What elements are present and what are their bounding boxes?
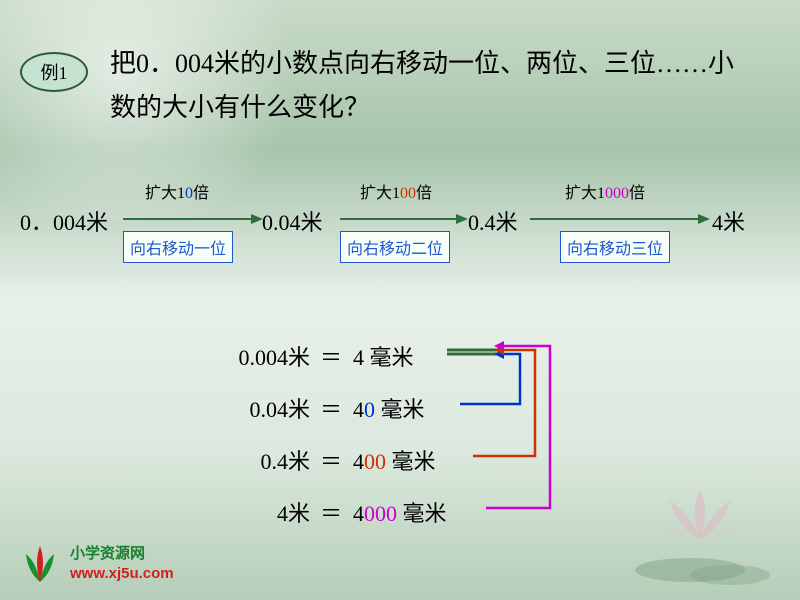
flow-value-4: 4米 (712, 205, 745, 237)
eq1-right: ＝ 4 毫米 (320, 340, 414, 372)
flow-value-2: 0.04米 (262, 205, 323, 237)
eq2-right: ＝ 40 毫米 (320, 392, 425, 424)
logo-cn: 小学资源网 (70, 545, 174, 565)
eq4-right: ＝ 4000 毫米 (320, 496, 447, 528)
logo-text: 小学资源网 www.xj5u.com (70, 545, 174, 584)
arrow-3 (530, 211, 710, 227)
arrow-1 (123, 211, 263, 227)
question-text: 把0．004米的小数点向右移动一位、两位、三位……小数的大小有什么变化？ (110, 42, 750, 130)
eq3-left: 0.4米 (200, 444, 310, 476)
eq2-left: 0.04米 (200, 392, 310, 424)
flow-button-1: 向右移动一位 (123, 231, 233, 263)
arrow-2 (340, 211, 468, 227)
flow-value-1: 0．004米 (20, 205, 108, 237)
example-badge: 例1 (20, 52, 88, 92)
eq3-right: ＝ 400 毫米 (320, 444, 436, 476)
flow-button-2: 向右移动二位 (340, 231, 450, 263)
eq1-left: 0.004米 (200, 340, 310, 372)
example-label: 例1 (41, 59, 68, 85)
lotus-decoration (620, 470, 780, 590)
flow-button-3: 向右移动三位 (560, 231, 670, 263)
flow-top-3: 扩大1000倍 (565, 179, 645, 203)
eq4-left: 4米 (200, 496, 310, 528)
site-logo: 小学资源网 www.xj5u.com (18, 542, 174, 586)
flow-top-1: 扩大10倍 (145, 179, 209, 203)
logo-url: www.xj5u.com (70, 564, 174, 584)
logo-icon (18, 542, 62, 586)
flow-value-3: 0.4米 (468, 205, 518, 237)
flow-top-2: 扩大100倍 (360, 179, 432, 203)
